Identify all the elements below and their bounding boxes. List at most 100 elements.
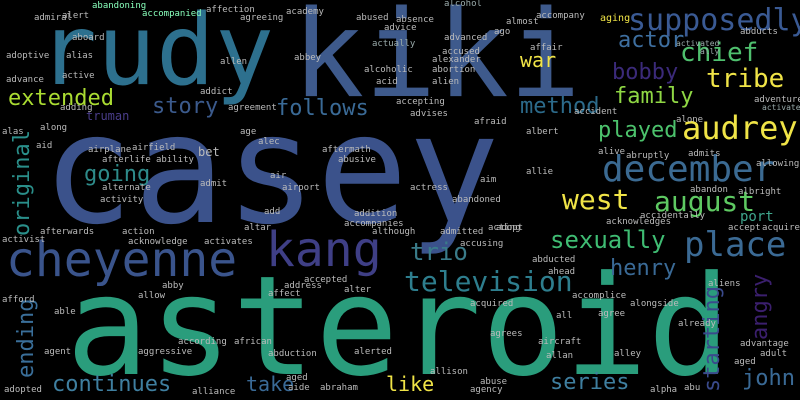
word: acid bbox=[376, 77, 398, 87]
word: advantage bbox=[740, 339, 789, 349]
word: addict bbox=[200, 87, 233, 97]
word: like bbox=[386, 372, 435, 396]
word: ally bbox=[700, 47, 720, 56]
word: place bbox=[684, 225, 787, 265]
word: alpha bbox=[650, 385, 678, 395]
word: adding bbox=[60, 103, 93, 113]
word: airfield bbox=[132, 143, 176, 153]
word: alec bbox=[258, 137, 280, 147]
word: add bbox=[264, 207, 281, 217]
word: ahead bbox=[548, 267, 576, 277]
word: abducts bbox=[740, 27, 778, 37]
word: affect bbox=[268, 289, 301, 299]
word: admiral bbox=[34, 13, 72, 23]
word: actress bbox=[410, 183, 448, 193]
word: absence bbox=[396, 15, 434, 25]
word: activity bbox=[100, 195, 144, 205]
word: sexually bbox=[550, 226, 666, 254]
word: accused bbox=[442, 47, 480, 57]
word: agent bbox=[44, 347, 72, 357]
word: adopted bbox=[4, 385, 42, 395]
word: story bbox=[152, 94, 219, 119]
word: aim bbox=[480, 175, 497, 185]
word: agency bbox=[470, 385, 503, 395]
word: abu bbox=[684, 383, 701, 393]
word: abby bbox=[162, 281, 184, 291]
word: alias bbox=[66, 51, 94, 61]
word: tribe bbox=[706, 64, 785, 94]
word: aircraft bbox=[538, 337, 582, 347]
word: alone bbox=[676, 115, 704, 125]
word: abused bbox=[356, 13, 389, 23]
word: kang bbox=[266, 222, 382, 278]
word: bet bbox=[198, 145, 220, 159]
word: adopt bbox=[496, 223, 524, 233]
word: starting bbox=[700, 286, 725, 392]
word: aging bbox=[600, 13, 631, 24]
word: altar bbox=[244, 223, 272, 233]
word: cheyenne bbox=[6, 232, 238, 288]
word: accepted bbox=[304, 275, 348, 285]
word: able bbox=[54, 307, 76, 317]
word: abortion bbox=[432, 65, 476, 75]
word: advises bbox=[410, 109, 448, 119]
word: abandoning bbox=[92, 1, 147, 11]
word: abducted bbox=[532, 255, 576, 265]
word: adoptive bbox=[6, 51, 50, 61]
word: allow bbox=[138, 291, 166, 301]
word: aged bbox=[734, 357, 756, 367]
word: admitted bbox=[440, 227, 484, 237]
word: address bbox=[284, 281, 322, 291]
word: afford bbox=[2, 295, 35, 305]
word: method bbox=[520, 94, 600, 119]
word: abusive bbox=[338, 155, 376, 165]
word: aide bbox=[288, 383, 310, 393]
word: going bbox=[84, 162, 151, 187]
word: air bbox=[270, 171, 287, 181]
word: advance bbox=[6, 75, 44, 85]
word: afraid bbox=[474, 117, 507, 127]
word: aged bbox=[286, 373, 308, 383]
word: accidentally bbox=[640, 211, 706, 221]
word: trio bbox=[410, 238, 468, 266]
word: already bbox=[678, 319, 716, 329]
word: aid bbox=[36, 141, 53, 151]
word: aboard bbox=[72, 33, 105, 43]
word: aftermath bbox=[322, 145, 371, 155]
word: war bbox=[520, 48, 557, 72]
word: alas bbox=[2, 127, 24, 137]
word: aliens bbox=[708, 279, 741, 289]
word: port bbox=[740, 209, 774, 225]
word: all bbox=[556, 311, 573, 321]
word: ending bbox=[14, 298, 39, 378]
word: abuse bbox=[480, 377, 508, 387]
word: december bbox=[602, 149, 776, 190]
word: age bbox=[240, 127, 257, 137]
word: adult bbox=[760, 349, 788, 359]
word: continues bbox=[52, 372, 172, 397]
word: acknowledge bbox=[128, 237, 188, 247]
word: alert bbox=[62, 11, 90, 21]
word: family bbox=[614, 84, 694, 109]
word: allowing bbox=[756, 159, 800, 169]
word: played bbox=[598, 118, 678, 143]
word: extended bbox=[8, 86, 114, 111]
word: allison bbox=[430, 367, 468, 377]
word: actor bbox=[618, 28, 685, 53]
word: airport bbox=[282, 183, 320, 193]
word: alter bbox=[344, 285, 372, 295]
word: alive bbox=[598, 147, 626, 157]
word: active bbox=[62, 71, 95, 81]
word: airplane bbox=[88, 145, 132, 155]
word: almost bbox=[506, 17, 539, 27]
word: affair bbox=[530, 43, 563, 53]
word: angry bbox=[748, 273, 773, 340]
word: alcohol bbox=[444, 0, 482, 9]
word: admit bbox=[200, 179, 228, 189]
word: abruptly bbox=[626, 151, 670, 161]
word: admits bbox=[688, 149, 721, 159]
word: afterlife bbox=[102, 155, 151, 165]
word: truman bbox=[86, 109, 130, 123]
word: accompanied bbox=[142, 9, 202, 19]
word: albright bbox=[738, 187, 782, 197]
